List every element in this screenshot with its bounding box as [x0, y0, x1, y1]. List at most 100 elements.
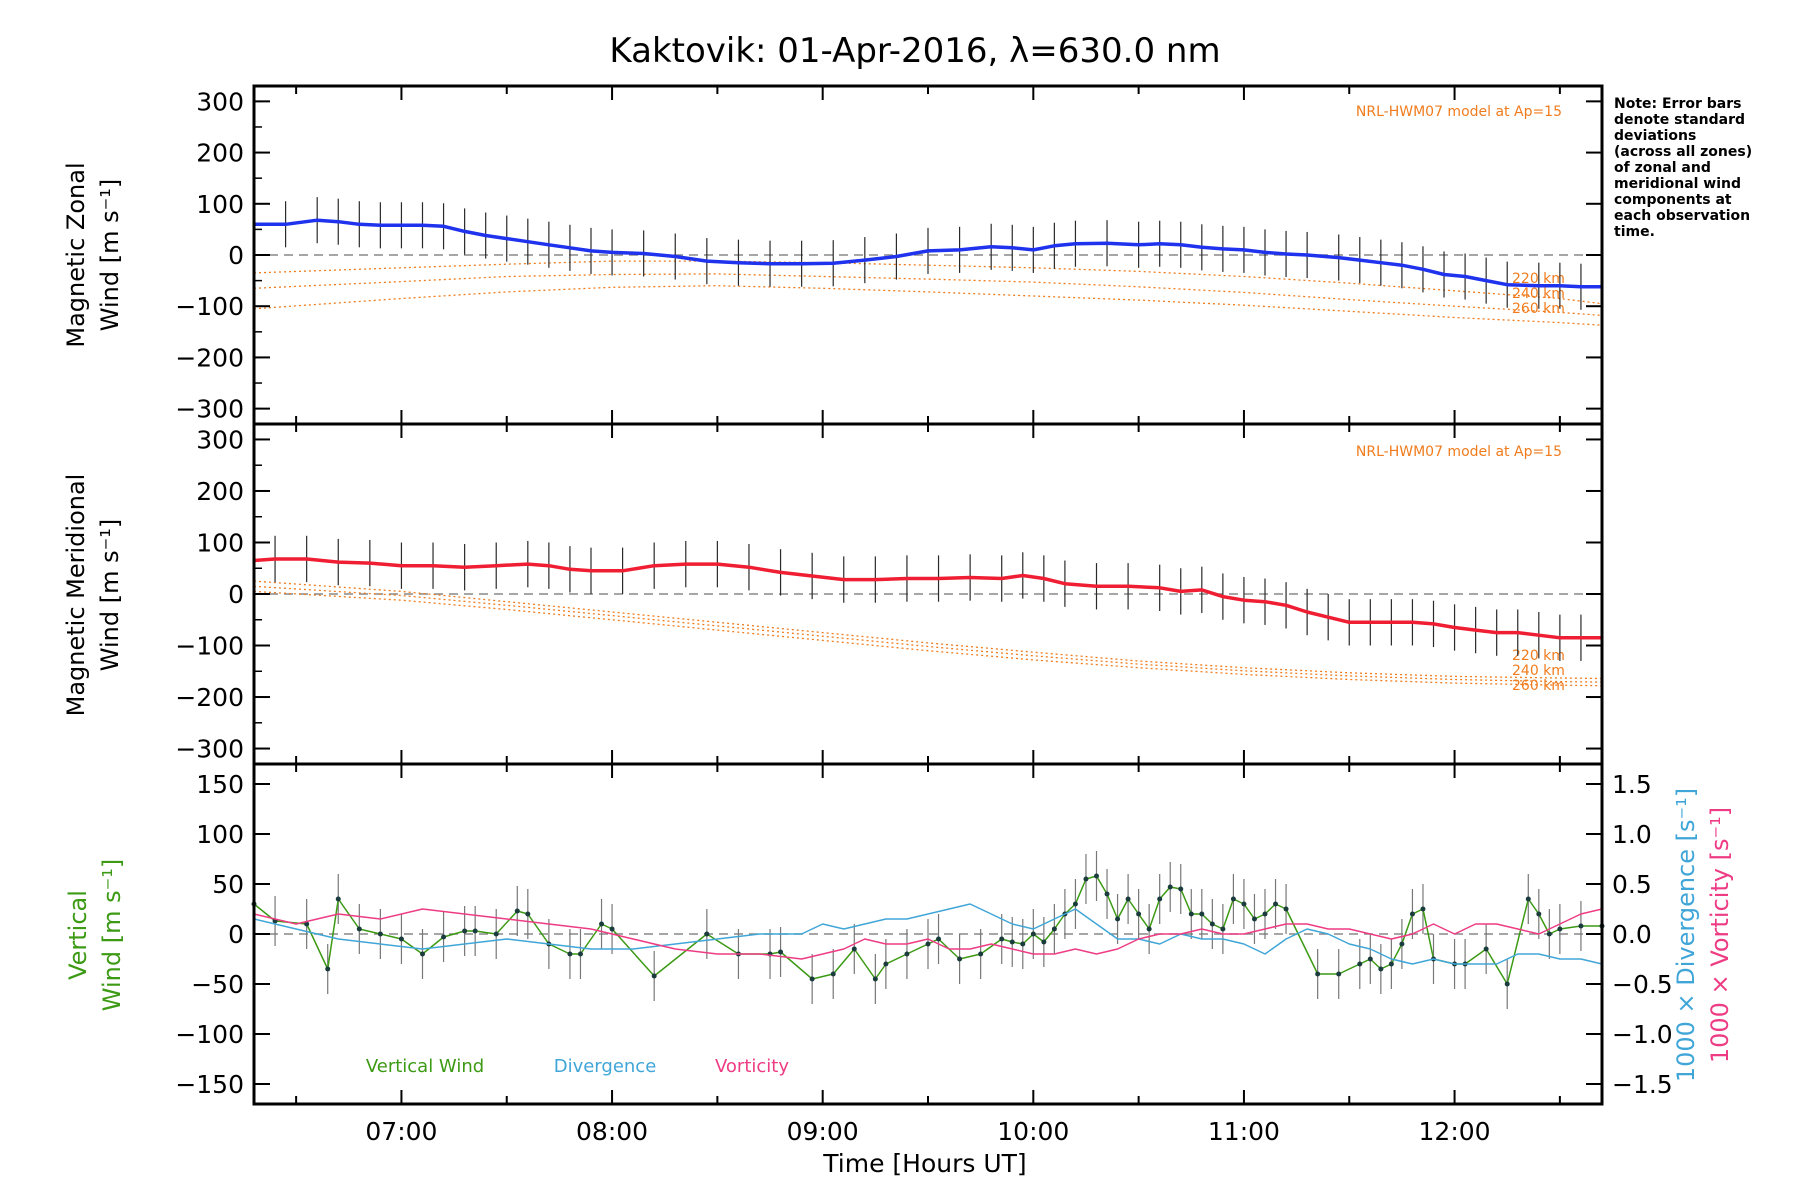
model-label-zonal: NRL-HWM07 model at Ap=15	[1356, 104, 1562, 120]
data-point	[1199, 911, 1205, 917]
series-line-divergence	[253, 903, 1603, 965]
data-point	[1483, 946, 1489, 952]
data-point	[1230, 896, 1236, 902]
model-label-meridional: NRL-HWM07 model at Ap=15	[1356, 444, 1562, 460]
data-point	[778, 949, 784, 955]
y-axis-label-meridional-line1: Magnetic Meridional	[62, 474, 90, 717]
note-text: Note: Error bars denote standard deviati…	[1614, 96, 1752, 240]
y-axis-label-zonal: Magnetic Zonal Wind [m s⁻¹]	[62, 162, 124, 347]
y-tick-label: 300	[196, 87, 244, 116]
data-point	[1251, 916, 1257, 922]
data-point	[356, 926, 362, 932]
data-point	[1051, 926, 1057, 932]
note-line: deviations	[1614, 128, 1696, 144]
model-curve-220km	[253, 260, 1603, 305]
y-tick-label: 300	[196, 425, 244, 454]
data-point	[1357, 961, 1363, 967]
data-point	[1536, 911, 1542, 917]
y-tick-label: −300	[175, 735, 244, 764]
data-point	[1283, 906, 1289, 912]
y-axis-label-zonal-line2: Wind [m s⁻¹]	[96, 179, 124, 331]
y-tick-label: 100	[196, 528, 244, 557]
data-point	[609, 926, 615, 932]
data-point	[525, 911, 531, 917]
legend-divergence: Divergence	[554, 1056, 657, 1077]
data-point	[1030, 931, 1036, 937]
data-point	[1378, 966, 1384, 972]
data-point	[1094, 873, 1099, 879]
model-curve-220km	[253, 580, 1603, 680]
data-point	[1399, 941, 1405, 947]
note-line: each observation	[1614, 208, 1750, 224]
data-point	[883, 961, 889, 967]
note-line: time.	[1614, 224, 1655, 240]
series-line-vorticity	[253, 908, 1603, 960]
data-point	[1220, 926, 1226, 932]
data-point	[1209, 921, 1215, 927]
y-tick-label: −200	[175, 343, 244, 372]
note-line: denote standard	[1614, 112, 1745, 128]
data-point	[1262, 911, 1268, 917]
data-point	[1083, 876, 1089, 882]
model-alt-label: 240 km	[1512, 663, 1565, 679]
data-point	[957, 956, 963, 962]
y-axis-label-meridional-line2: Wind [m s⁻¹]	[96, 519, 124, 671]
data-point	[1041, 939, 1047, 945]
data-point	[1178, 886, 1184, 892]
y-tick-label: −100	[175, 632, 244, 661]
y-tick-label: 0	[228, 580, 244, 609]
y-tick-label: −100	[175, 1020, 244, 1049]
data-point	[651, 973, 657, 979]
chart-title: Kaktovik: 01-Apr-2016, λ=630.0 nm	[609, 31, 1220, 71]
x-tick-label: 07:00	[365, 1117, 437, 1146]
data-point	[925, 941, 931, 947]
data-point	[325, 966, 331, 972]
series-line-0	[254, 218, 1602, 289]
y-right-tick-label: 0.5	[1612, 870, 1652, 899]
y-tick-label: −100	[175, 292, 244, 321]
data-point	[420, 951, 425, 957]
data-point	[577, 951, 583, 957]
legend-vorticity: Vorticity	[715, 1056, 789, 1077]
data-point	[809, 976, 815, 982]
data-point	[1557, 926, 1563, 932]
y-tick-label: 100	[196, 820, 244, 849]
y-right-tick-label: −1.5	[1612, 1070, 1673, 1099]
x-tick-label: 08:00	[576, 1117, 648, 1146]
x-tick-label: 11:00	[1208, 1117, 1280, 1146]
data-point	[1115, 916, 1121, 922]
meridional-wind-panel: NRL-HWM07 model at Ap=15 Magnetic Meridi…	[62, 422, 1604, 766]
data-point	[1273, 901, 1279, 907]
note-line: meridional wind	[1614, 176, 1741, 192]
model-curve-260km	[253, 285, 1603, 326]
data-point	[462, 928, 468, 934]
model-alt-label: 260 km	[1512, 678, 1565, 694]
y-tick-label: −200	[175, 683, 244, 712]
data-point	[1336, 971, 1342, 977]
zonal-wind-panel: NRL-HWM07 model at Ap=15 Magnetic Zonal …	[62, 84, 1752, 426]
y-axis-label-zonal-line1: Magnetic Zonal	[62, 162, 90, 347]
x-tick-label: 09:00	[787, 1117, 859, 1146]
model-curve-240km	[253, 273, 1603, 317]
y-right-tick-label: 1.5	[1612, 770, 1652, 799]
data-point	[377, 931, 383, 937]
x-tick-label: 10:00	[997, 1117, 1069, 1146]
y-right-tick-label: −1.0	[1612, 1020, 1673, 1049]
data-point	[936, 936, 942, 942]
data-point	[1546, 931, 1552, 937]
y-tick-label: 50	[212, 870, 244, 899]
data-point	[514, 908, 520, 914]
model-curve-240km	[253, 585, 1603, 683]
data-point	[493, 931, 499, 937]
data-point	[335, 896, 341, 902]
note-line: of zonal and	[1614, 160, 1711, 176]
data-point	[1409, 911, 1415, 917]
data-point	[1146, 926, 1152, 932]
data-point	[1388, 961, 1394, 967]
y-tick-label: −300	[175, 395, 244, 424]
data-point	[599, 921, 605, 927]
y-tick-label: −50	[191, 970, 244, 999]
vertical-wind-panel: Vertical Wind [m s⁻¹] 1000 × Divergence …	[64, 762, 1734, 1178]
y-tick-label: 150	[196, 770, 244, 799]
